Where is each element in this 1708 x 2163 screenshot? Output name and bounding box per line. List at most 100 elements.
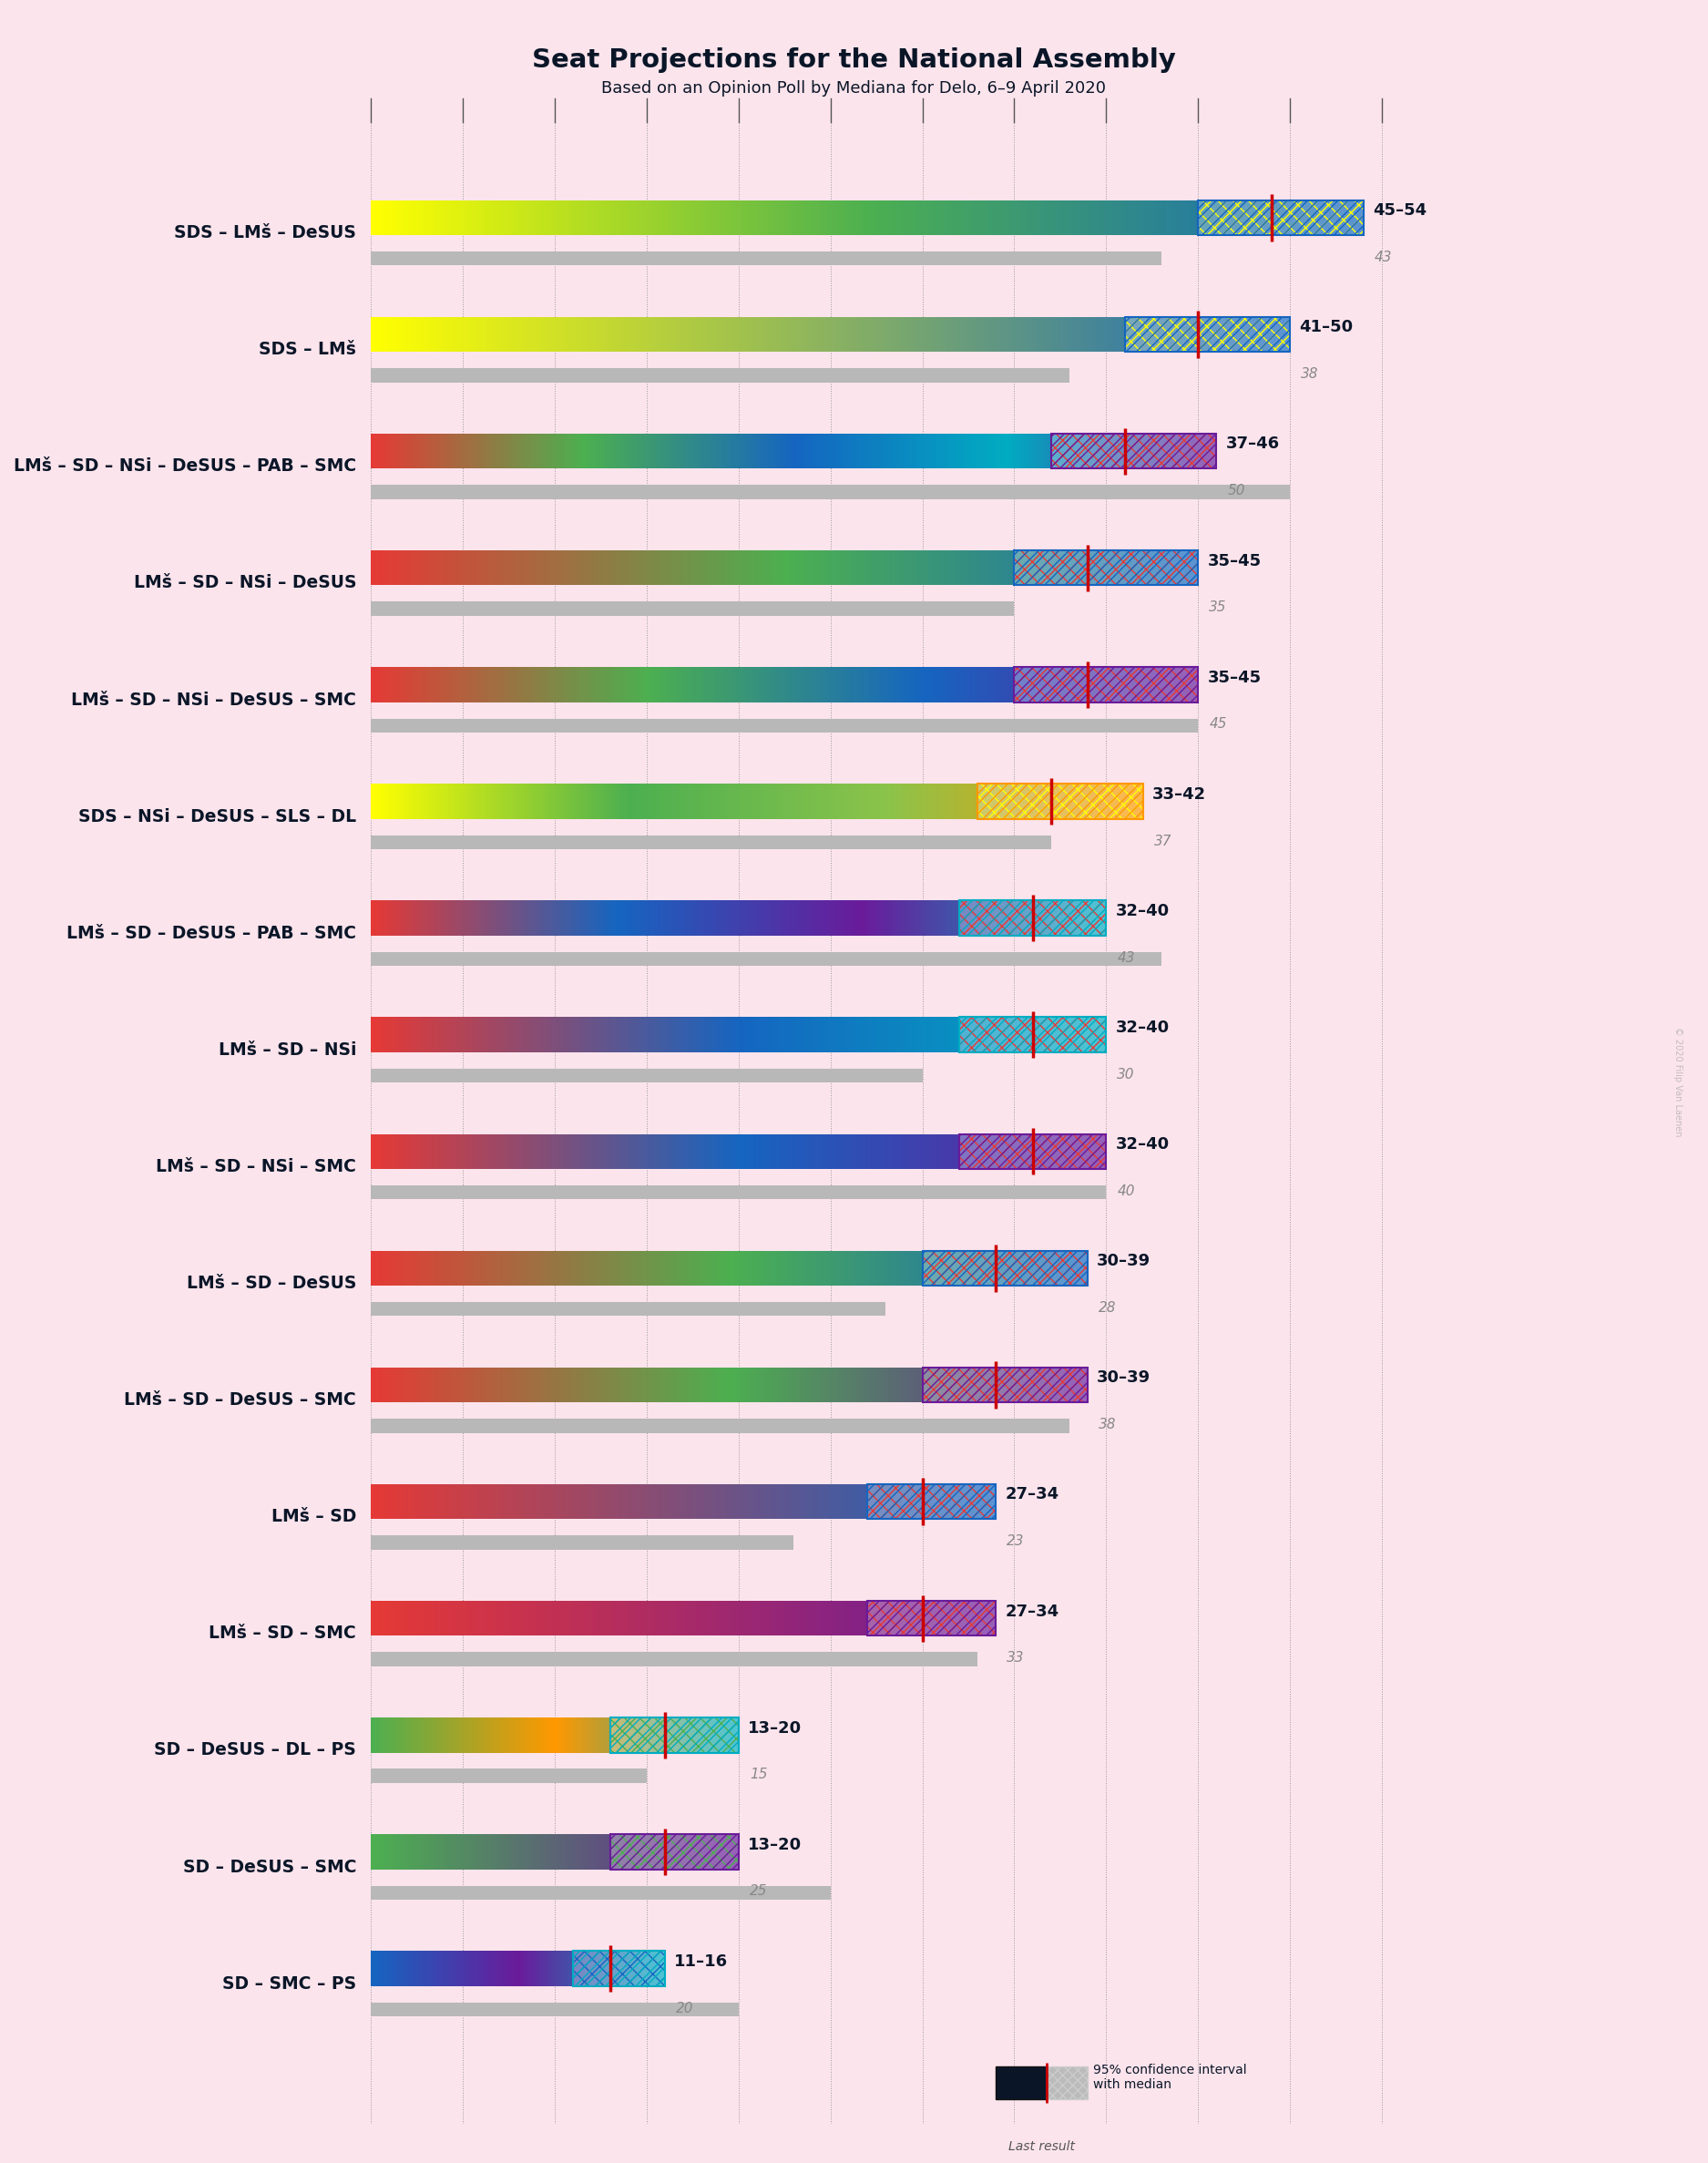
Bar [945,1367,946,1402]
Bar [482,433,483,469]
Bar [1016,433,1020,469]
Bar [466,900,470,937]
Bar [984,666,986,703]
Bar [733,318,736,353]
Bar [938,1017,939,1051]
Bar [430,900,432,937]
Bar [574,1951,664,1986]
Bar [552,1601,555,1635]
Bar [1013,1017,1016,1051]
Bar [755,900,758,937]
Bar [919,1367,921,1402]
Bar [1331,201,1334,236]
Bar [946,1601,948,1635]
Bar [945,1017,946,1051]
Bar [992,1250,994,1285]
Bar [900,1484,902,1518]
Bar [671,318,675,353]
Bar [453,1017,454,1051]
Bar [986,1133,989,1168]
Bar [582,900,584,937]
Bar [834,1017,837,1051]
Bar [787,1017,791,1051]
Bar [598,1250,601,1285]
Bar [1064,1017,1068,1051]
Bar [692,1484,693,1518]
Bar [644,1367,646,1402]
Bar [526,201,529,236]
Bar [816,783,818,820]
Bar [494,318,497,353]
Bar [815,549,818,586]
Bar [1085,1017,1086,1051]
Bar [412,1367,413,1402]
Bar [625,1484,627,1518]
Bar [997,666,999,703]
Bar [507,1250,509,1285]
Bar [509,1250,512,1285]
Bar [883,783,886,820]
Bar [1254,201,1257,236]
Bar [909,1367,910,1402]
Bar [509,1601,511,1635]
Bar [712,1484,714,1518]
Bar [384,666,388,703]
Bar [763,900,765,937]
Bar [430,1017,432,1051]
Bar [980,666,984,703]
Bar [856,900,859,937]
Bar [495,1367,497,1402]
Bar [417,201,420,236]
Bar [594,666,598,703]
Bar [459,1133,461,1168]
Bar [453,1250,454,1285]
Bar [557,1133,560,1168]
Bar [881,1133,883,1168]
Bar [502,783,506,820]
Bar [948,1484,950,1518]
Bar [813,1484,815,1518]
Bar [748,1367,752,1402]
Bar [770,1017,774,1051]
Bar [413,900,415,937]
Bar [482,549,483,586]
Bar [915,1133,917,1168]
Bar [541,666,545,703]
Bar [625,1601,627,1635]
Bar [883,666,886,703]
Bar [863,666,864,703]
Bar [1068,1017,1069,1051]
Bar [873,1484,874,1518]
Bar [786,433,787,469]
Bar [960,900,1107,937]
Bar [584,1250,586,1285]
Bar [459,1250,461,1285]
Bar [664,1367,668,1402]
Bar [898,783,902,820]
Bar [753,318,757,353]
Bar [777,900,781,937]
Bar [1035,783,1037,820]
Bar [996,900,999,937]
Bar [504,549,506,586]
Bar [986,1601,987,1635]
Bar [927,900,929,937]
Bar [975,1367,979,1402]
Bar [608,1601,610,1635]
Bar [929,1601,931,1635]
Bar [950,1250,951,1285]
Bar [485,318,487,353]
Bar [926,1250,927,1285]
Bar [687,900,690,937]
Bar [933,900,934,937]
Bar [866,1250,868,1285]
Bar [480,1601,482,1635]
Bar [1047,1017,1050,1051]
Bar [1226,318,1228,353]
Bar [594,900,596,937]
Bar [847,433,851,469]
Bar [1061,433,1064,469]
Bar [863,549,864,586]
Bar [989,318,992,353]
Bar [533,1367,536,1402]
